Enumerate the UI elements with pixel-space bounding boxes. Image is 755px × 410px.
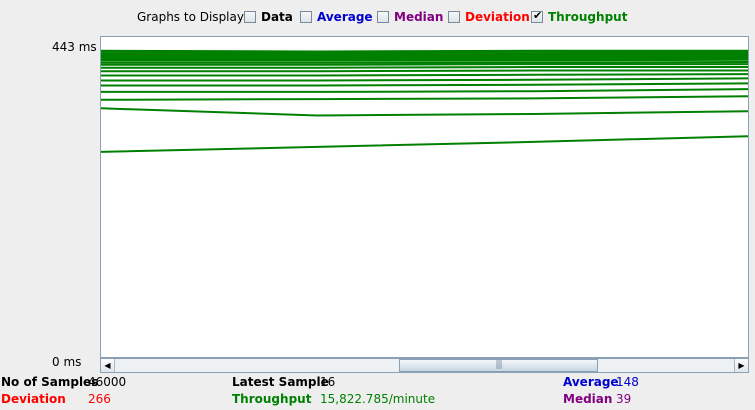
deviation-checkbox-label[interactable]: Deviation: [465, 10, 530, 24]
samples-value: 46000: [88, 375, 127, 389]
deviation-stat: Deviation: [1, 392, 66, 406]
scroll-thumb[interactable]: |||: [399, 359, 598, 372]
arrow-right-icon: ▶: [738, 361, 745, 370]
throughput-line-1: [101, 49, 748, 54]
throughput-line-4: [101, 56, 748, 60]
throughput-line-2: [101, 51, 748, 56]
throughput-checkbox-label[interactable]: Throughput: [548, 10, 628, 24]
throughput-line-12: [101, 82, 748, 87]
throughput-chart: [101, 49, 748, 153]
deviation-checkbox[interactable]: [448, 11, 460, 23]
throughput-line-13: [101, 88, 748, 93]
throughput-line-16: [101, 135, 748, 153]
throughput-line-15: [101, 107, 748, 117]
deviation-label: Deviation: [1, 392, 66, 406]
median-checkbox[interactable]: [377, 11, 389, 23]
throughput-line-14: [101, 95, 748, 101]
y-axis-max-label: 443 ms: [52, 40, 97, 54]
median-stat: Median: [563, 392, 612, 406]
graph-horizontal-scrollbar[interactable]: ◀ ||| ▶: [100, 358, 749, 373]
deviation-value: 266: [88, 392, 111, 406]
throughput-value: 15,822.785/minute: [320, 392, 436, 406]
average-checkbox-label[interactable]: Average: [317, 10, 373, 24]
throughput-line-6: [101, 61, 748, 64]
scroll-right-button[interactable]: ▶: [734, 359, 748, 372]
graphs-to-display-bar: Graphs to Display Data Average Median De…: [0, 8, 755, 28]
graphs-to-display-label: Graphs to Display: [137, 10, 244, 24]
average-value: 148: [616, 375, 639, 389]
latest-value: 16: [320, 375, 336, 389]
throughput-line-5: [101, 58, 748, 62]
latest-label: Latest Sample: [232, 375, 329, 389]
median-label: Median: [563, 392, 613, 406]
throughput-label: Throughput: [232, 392, 312, 406]
y-axis-min-label: 0 ms: [52, 355, 82, 369]
throughput-line-8: [101, 66, 748, 69]
throughput-line-3: [101, 54, 748, 58]
throughput-line-9: [101, 69, 748, 73]
throughput-line-11: [101, 77, 748, 82]
data-checkbox-label[interactable]: Data: [261, 10, 293, 24]
median-checkbox-label[interactable]: Median: [394, 10, 444, 24]
checkmark-icon: ✔: [533, 9, 543, 22]
grip-icon: |||: [495, 360, 502, 370]
graph-panel: [100, 36, 749, 358]
latest-stat: Latest Sample: [232, 375, 329, 389]
average-checkbox[interactable]: [300, 11, 312, 23]
throughput-stat: Throughput: [232, 392, 311, 406]
samples-stat: No of Samples: [1, 375, 98, 389]
throughput-line-7: [101, 63, 748, 66]
arrow-left-icon: ◀: [104, 361, 111, 370]
average-label: Average: [563, 375, 619, 389]
samples-label: No of Samples: [1, 375, 99, 389]
throughput-checkbox[interactable]: ✔: [531, 9, 543, 23]
scroll-left-button[interactable]: ◀: [101, 359, 115, 372]
median-value: 39: [616, 392, 632, 406]
average-stat: Average: [563, 375, 619, 389]
data-checkbox[interactable]: [244, 11, 256, 23]
throughput-line-10: [101, 73, 748, 77]
